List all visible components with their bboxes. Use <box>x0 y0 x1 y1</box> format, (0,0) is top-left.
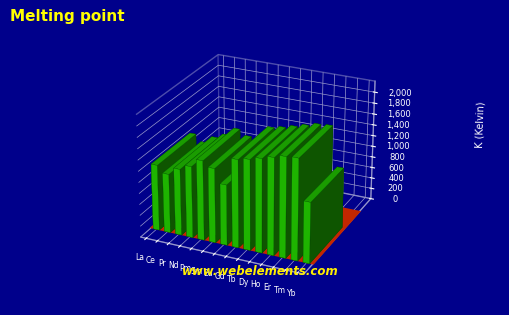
Text: Melting point: Melting point <box>10 9 125 25</box>
Text: www.webelements.com: www.webelements.com <box>182 265 338 278</box>
